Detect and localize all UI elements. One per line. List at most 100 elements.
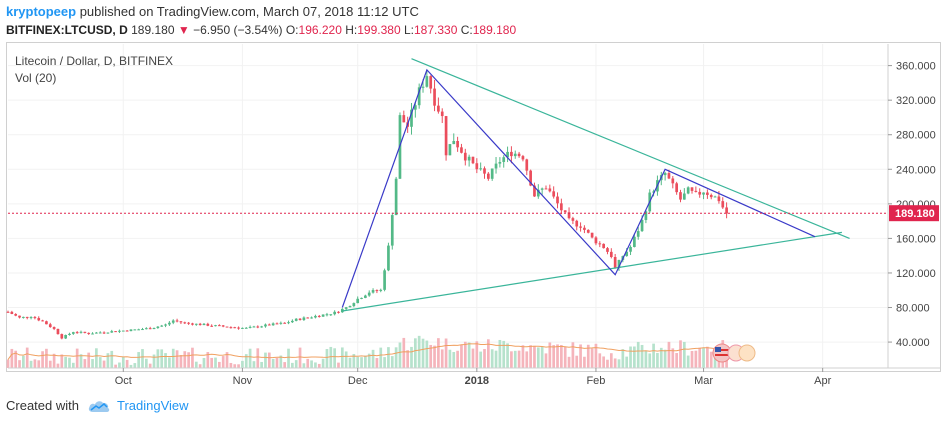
candle-body [510, 151, 513, 157]
y-tick-label: 360.000 [896, 61, 936, 73]
volume-bar [406, 350, 409, 368]
volume-bar [656, 352, 659, 368]
volume-bar [344, 351, 348, 368]
created-with-text: Created with [6, 398, 79, 413]
candle-body [433, 88, 436, 106]
volume-bar [29, 360, 33, 368]
volume-bar [671, 348, 675, 368]
candle-body [606, 248, 609, 252]
candle-body [448, 144, 452, 156]
candle-body [333, 311, 336, 315]
volume-bar [160, 349, 164, 368]
candle-body [287, 322, 290, 324]
candle-body [221, 325, 225, 327]
volume-bar [536, 347, 540, 368]
volume-bar [437, 338, 440, 368]
volume-bar [633, 346, 636, 368]
candle-body [571, 218, 575, 221]
volume-bar [702, 347, 705, 368]
flag-icon[interactable] [712, 343, 756, 363]
change-value: −6.950 (−3.54%) [193, 23, 283, 37]
triangle-upper-line [411, 58, 850, 239]
candle-body [114, 331, 117, 333]
candle-body [79, 331, 83, 333]
candle-body [487, 173, 490, 179]
candle-body [98, 332, 102, 334]
candle-body [410, 109, 413, 127]
volume-bar [410, 346, 413, 368]
volume-bar [37, 360, 41, 368]
volume-bar [202, 357, 206, 368]
candle-body [306, 317, 310, 319]
candle-body [690, 187, 694, 191]
volume-bar [275, 357, 279, 368]
volume-bar [68, 357, 71, 368]
candle-body [440, 111, 444, 117]
candle-body [636, 231, 640, 237]
volume-bar [10, 348, 14, 368]
volume-bar [598, 353, 602, 368]
candle-body [575, 220, 579, 227]
candle-body [294, 318, 298, 321]
volume-bar [625, 356, 629, 368]
candle-body [617, 259, 621, 268]
candle-body [60, 334, 64, 339]
volume-bar [87, 352, 91, 368]
candle-body [663, 173, 667, 176]
candle-body [667, 173, 671, 179]
volume-bar [517, 350, 521, 368]
grid-lines [8, 44, 888, 368]
candle-body [175, 320, 179, 322]
candle-body [536, 189, 540, 197]
candle-body [609, 251, 613, 257]
volume-bar [198, 364, 202, 368]
volume-bar [45, 348, 48, 368]
candle-body [233, 327, 237, 329]
volume-bar [417, 335, 421, 368]
candle-body [83, 331, 87, 333]
candle-body [37, 318, 41, 321]
high-label: H: [345, 23, 358, 37]
candle-body [283, 322, 287, 324]
volume-bar [98, 357, 102, 368]
candle-body [260, 326, 263, 328]
volume-bar [698, 347, 702, 368]
candle-body [367, 292, 371, 296]
candle-body [444, 116, 448, 156]
candle-body [194, 323, 198, 325]
volume-bar [371, 349, 375, 368]
volume-ma-line [7, 343, 727, 360]
volume-bar [602, 356, 605, 368]
volume-bar [663, 349, 667, 368]
volume-bar [548, 342, 552, 368]
candle-body [144, 328, 148, 330]
candle-body [671, 178, 675, 184]
tradingview-link[interactable]: TradingView [116, 398, 189, 413]
candle-body [164, 324, 167, 326]
volume-bar [567, 356, 571, 368]
volume-bar [91, 359, 94, 368]
candles [6, 70, 728, 340]
candle-body [356, 298, 360, 304]
volume-bar [294, 360, 298, 368]
volume-bar [348, 357, 352, 368]
candle-body [644, 211, 648, 221]
y-tick-label: 40.000 [896, 337, 930, 349]
volume-bar [302, 363, 306, 368]
footer: Created with TradingView [6, 398, 189, 413]
x-tick-label: Feb [586, 375, 605, 387]
cloud-logo-icon [88, 400, 110, 412]
candle-body [533, 185, 536, 197]
candle-body [479, 168, 483, 170]
volume-bar [137, 352, 140, 368]
chart-frame[interactable] [6, 42, 941, 372]
candle-body [33, 317, 37, 319]
volume-bar [636, 341, 640, 368]
candle-body [121, 330, 125, 332]
volume-bar [487, 339, 490, 368]
volume-bar [314, 362, 317, 368]
candle-body [352, 303, 356, 307]
candle-body [141, 329, 144, 331]
author-link[interactable]: kryptopeep [6, 4, 77, 19]
candle-body [613, 256, 617, 268]
